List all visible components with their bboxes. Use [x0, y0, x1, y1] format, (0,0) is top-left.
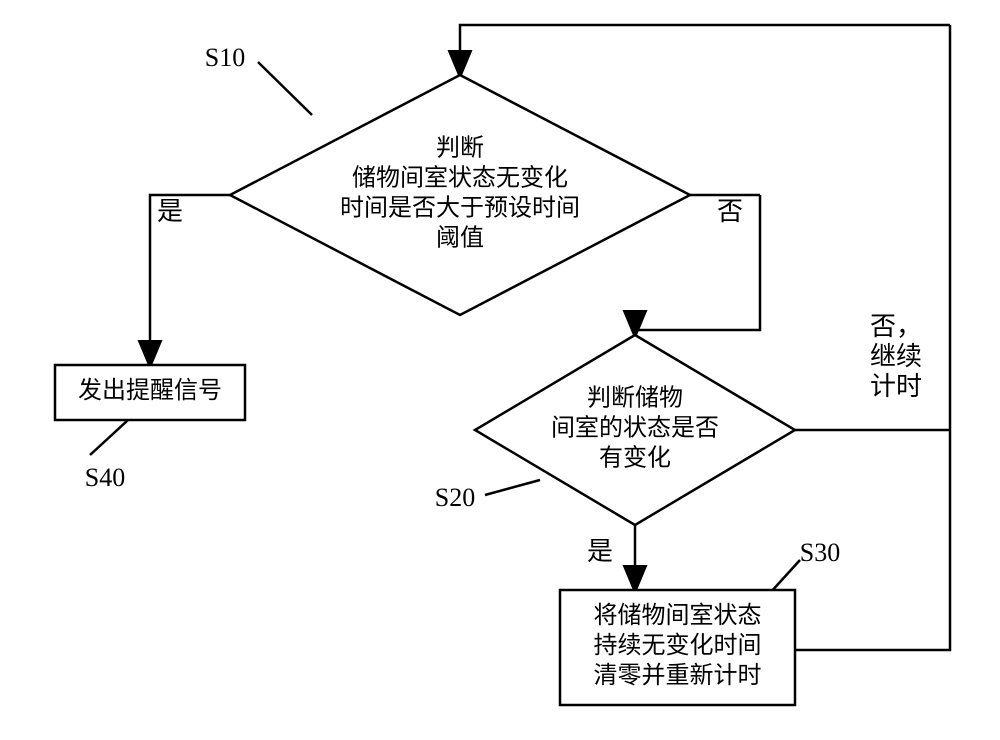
s10-text-1: 储物间室状态无变化	[352, 165, 568, 192]
edge-s20_no-label-1: 继续	[870, 342, 922, 371]
s10-text-0: 判断	[436, 135, 484, 162]
s20-text-2: 有变化	[599, 445, 671, 472]
s20-label: S20	[435, 483, 475, 512]
edge-s10_no-label: 否	[717, 197, 743, 226]
edge-s20_no-label-2: 计时	[870, 372, 922, 401]
s20-text-0: 判断储物	[587, 385, 683, 412]
edge-s40_lead	[90, 420, 128, 455]
edge-s20_yes-label: 是	[587, 537, 613, 566]
edge-s10_yes-label: 是	[157, 197, 183, 226]
flowchart: 判断储物间室状态无变化时间是否大于预设时间阈值判断储物间室的状态是否有变化将储物…	[0, 0, 1000, 740]
edge-s20_no-label-0: 否，	[870, 312, 922, 341]
s40-label: S40	[85, 463, 125, 492]
s20-text-1: 间室的状态是否	[551, 415, 719, 442]
s30-label: S30	[800, 538, 840, 567]
s30-text-1: 持续无变化时间	[594, 632, 762, 659]
s10-text-2: 时间是否大于预设时间	[340, 195, 580, 222]
edge-top_in	[460, 25, 950, 75]
edge-s10_lead	[258, 62, 312, 115]
s30-text-0: 将储物间室状态	[594, 602, 762, 629]
s10-text-3: 阈值	[436, 225, 484, 252]
s30-text-2: 清零并重新计时	[594, 662, 762, 689]
edge-s30_lead	[770, 560, 800, 593]
s10-label: S10	[205, 43, 245, 72]
edge-s20_lead	[485, 480, 540, 495]
s40-text-0: 发出提醒信号	[78, 377, 222, 404]
